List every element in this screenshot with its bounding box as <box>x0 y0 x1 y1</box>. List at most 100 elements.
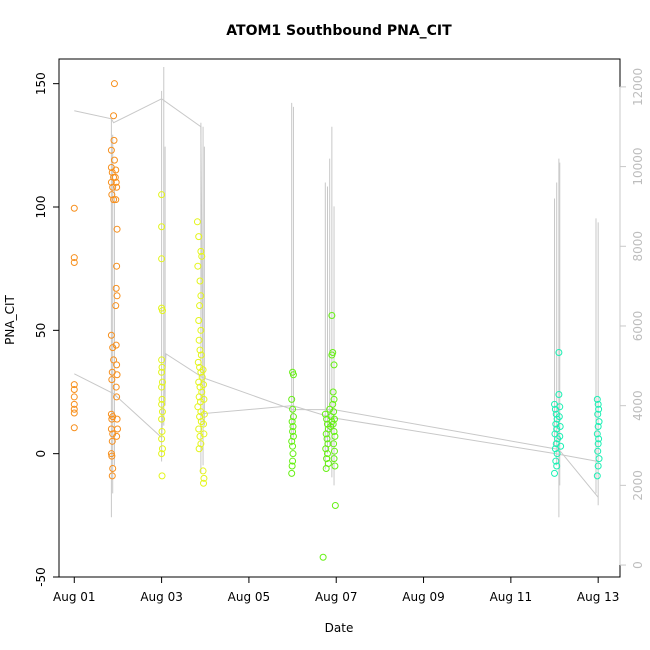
data-point <box>194 262 202 270</box>
data-point <box>288 469 296 477</box>
data-point <box>110 156 118 164</box>
data-point <box>557 442 565 450</box>
x-tick-label: Aug 11 <box>490 590 533 604</box>
data-point <box>158 415 166 423</box>
chart-title: ATOM1 Southbound PNA_CIT <box>226 23 452 39</box>
y-axis: -50 0 50 100 150 <box>34 72 60 587</box>
data-point <box>595 435 603 443</box>
data-point <box>196 302 204 310</box>
data-point <box>113 371 121 379</box>
x-axis: Aug 01 Aug 03 Aug 05 Aug 07 Aug 09 Aug 11 Aug … <box>53 576 619 604</box>
data-point <box>158 427 166 435</box>
data-point <box>107 178 115 186</box>
data-point <box>553 425 561 433</box>
data-point <box>70 254 78 262</box>
data-point <box>158 307 166 315</box>
data-point <box>195 316 203 324</box>
y-axis-label: PNA_CIT <box>3 294 17 344</box>
data-point <box>330 447 338 455</box>
data-point <box>194 403 202 411</box>
data-point <box>319 553 327 561</box>
data-point <box>593 395 601 403</box>
data-point <box>329 420 337 428</box>
data-point <box>330 455 338 463</box>
data-point <box>200 395 208 403</box>
data-point <box>158 383 166 391</box>
data-point <box>158 356 166 364</box>
data-point <box>322 464 330 472</box>
data-point <box>195 445 203 453</box>
data-point <box>112 302 120 310</box>
data-point <box>108 472 116 480</box>
data-point <box>70 424 78 432</box>
data-point <box>195 425 203 433</box>
y2-tick-label: 12000 <box>631 68 645 106</box>
data-point <box>330 427 338 435</box>
data-point <box>330 408 338 416</box>
y2-tick-label: 0 <box>631 561 645 569</box>
data-point <box>158 395 166 403</box>
y2-tick-label: 2000 <box>631 470 645 501</box>
data-point <box>70 405 78 413</box>
data-point <box>158 368 166 376</box>
data-point <box>193 218 201 226</box>
x-tick-label: Aug 01 <box>53 590 96 604</box>
data-point <box>329 400 337 408</box>
data-point <box>112 196 120 204</box>
data-point <box>289 371 297 379</box>
x-tick-label: Aug 03 <box>140 590 183 604</box>
data-point <box>158 400 166 408</box>
data-point <box>200 410 208 418</box>
data-point <box>199 366 207 374</box>
secondary-line <box>74 352 599 498</box>
x-tick-label: Aug 07 <box>315 590 358 604</box>
data-point <box>108 191 116 199</box>
data-point <box>158 255 166 263</box>
data-point <box>112 178 120 186</box>
data-point <box>70 393 78 401</box>
data-point <box>328 312 336 320</box>
y-axis-right: 0 2000 4000 6000 8000 10000 12000 <box>619 68 645 569</box>
data-point <box>331 432 339 440</box>
data-point <box>552 457 560 465</box>
data-point <box>112 383 120 391</box>
data-point <box>158 223 166 231</box>
data-point <box>110 136 118 144</box>
points-layer <box>70 80 603 561</box>
data-point <box>197 351 205 359</box>
data-point <box>288 437 296 445</box>
data-point <box>288 462 296 470</box>
data-point <box>112 166 120 174</box>
data-point <box>198 373 206 381</box>
x-axis-label: Date <box>325 621 354 635</box>
data-point <box>70 259 78 266</box>
data-point <box>112 341 120 349</box>
data-point <box>109 183 117 191</box>
data-point <box>200 420 208 428</box>
data-point <box>594 400 602 408</box>
data-point <box>200 381 208 389</box>
data-point <box>108 437 116 445</box>
y2-tick-label: 10000 <box>631 147 645 185</box>
data-point <box>114 425 122 433</box>
data-point <box>109 464 117 472</box>
data-point <box>197 408 205 416</box>
data-point <box>196 346 204 354</box>
data-point <box>107 146 115 154</box>
data-point <box>194 358 202 366</box>
data-point <box>323 450 331 458</box>
data-point <box>195 336 203 344</box>
y-tick-label: -50 <box>34 567 48 587</box>
data-point <box>289 457 297 465</box>
data-point <box>289 432 297 440</box>
data-point <box>107 450 115 458</box>
data-point <box>289 450 297 458</box>
data-point <box>330 395 338 403</box>
data-point <box>70 381 78 389</box>
data-point <box>109 344 117 352</box>
x-tick-label: Aug 09 <box>402 590 445 604</box>
data-point <box>70 386 78 394</box>
data-point <box>158 363 166 371</box>
data-point <box>195 233 203 241</box>
data-point <box>594 462 602 470</box>
